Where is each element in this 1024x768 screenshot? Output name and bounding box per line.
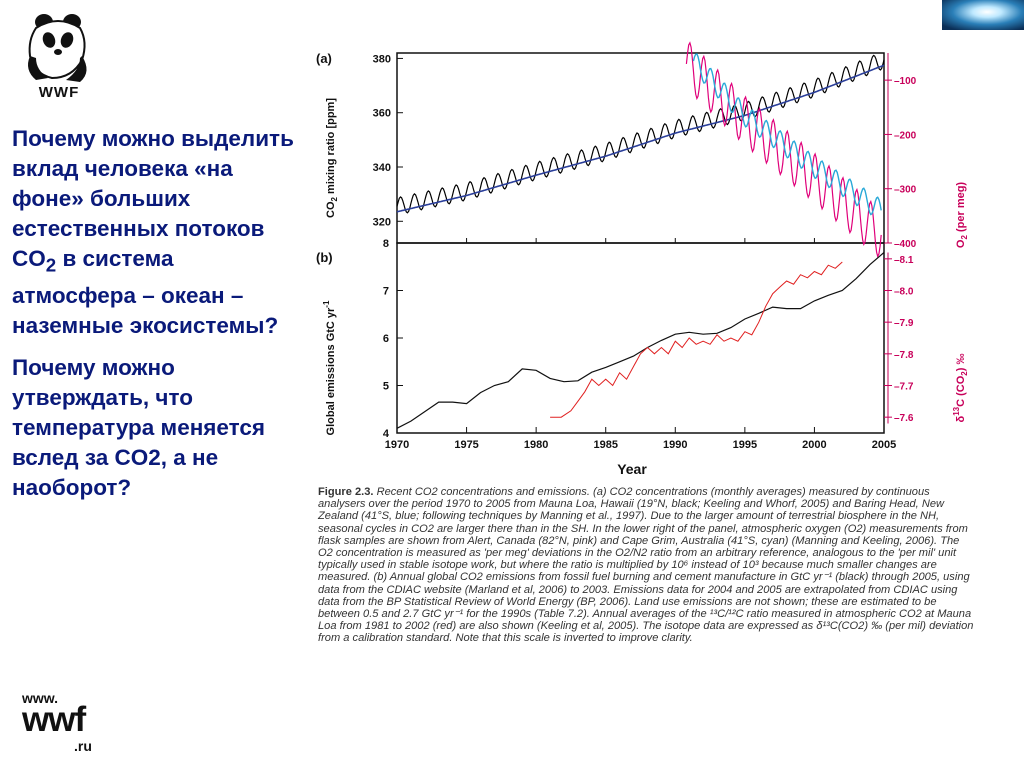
figure-caption: Figure 2.3. Recent CO2 concentrations an… xyxy=(318,486,974,645)
panel-b-ylabel-main: Global emissions GtC yr xyxy=(325,307,337,435)
co2-figure-svg: (a) (b) CO2 mixing ratio [ppm] O2 (per m… xyxy=(316,41,969,477)
panel-a-y2tick-label: –300 xyxy=(894,185,917,196)
chart-plots: 320 340 360 380 –100 –200 –300 –400 4 5 6 7 8 –8.1 –8.… xyxy=(373,41,917,451)
panel-b-y2tick-label: –8.0 xyxy=(894,287,914,298)
corner-glow-icon xyxy=(942,0,1024,30)
panel-a-series-o2_cape_grim xyxy=(692,53,882,216)
panel-b-y2tick-label: –7.9 xyxy=(894,318,914,329)
panel-b-ytick-label: 8 xyxy=(383,238,389,250)
panel-b-xtick-label: 2000 xyxy=(802,439,826,451)
panel-b-ytick-label: 6 xyxy=(383,333,389,345)
question-2: Почему можно утверждать, что температура… xyxy=(12,353,302,503)
panel-a-y2label-sub: 2 xyxy=(960,235,969,240)
caption-figure-number: Figure 2.3. xyxy=(318,486,374,498)
website-logo: www. wwf .ru xyxy=(22,690,112,760)
website-wwf: wwf xyxy=(22,700,86,739)
wwf-logo-text: WWF xyxy=(38,84,80,101)
panel-a-y2tick-label: –200 xyxy=(894,130,917,141)
panel-b-y2tick-label: –7.7 xyxy=(894,382,914,393)
questions-text: Почему можно выделить вклад человека «на… xyxy=(12,124,302,515)
question-1: Почему можно выделить вклад человека «на… xyxy=(12,124,302,341)
panel-a-ylabel: CO2 mixing ratio [ppm] xyxy=(325,98,339,218)
panel-a-series-co2_trend xyxy=(396,64,885,213)
panel-b-xtick-label: 2005 xyxy=(872,439,896,451)
question-1-rest: в система атмосфера – океан – наземные э… xyxy=(12,246,279,338)
panel-a-y2tick-label: –400 xyxy=(894,239,917,250)
panda-icon xyxy=(28,14,87,82)
panel-b-ylabel-sup: -1 xyxy=(322,300,331,308)
corner-decoration xyxy=(942,0,1024,30)
panel-b-y2label-main: C (CO xyxy=(955,375,967,407)
question-1-main: Почему можно выделить вклад человека «на… xyxy=(12,126,294,271)
panel-b-xlabel: Year xyxy=(617,461,647,477)
panel-b-xtick-label: 1985 xyxy=(593,439,617,451)
panel-b-y2tick-label: –7.8 xyxy=(894,350,914,361)
panel-a-ytick-label: 320 xyxy=(373,216,391,228)
question-1-subscript: 2 xyxy=(45,254,57,276)
panel-a-ylabel-rest: mixing ratio [ppm] xyxy=(325,98,337,197)
panel-b-y2tick-label: –7.6 xyxy=(894,413,914,424)
panel-a-ytick-label: 380 xyxy=(373,53,391,65)
panel-b-xtick-label: 1980 xyxy=(524,439,548,451)
wwf-logo: WWF xyxy=(22,12,96,104)
panel-b-ytick-label: 7 xyxy=(383,286,389,298)
panel-a-ylabel-main: CO xyxy=(325,201,337,218)
panel-b-frame xyxy=(396,242,885,434)
panel-b-ytick-label: 4 xyxy=(383,428,390,440)
panel-b-y2tick-label: –8.1 xyxy=(894,255,914,266)
panel-b-xtick-label: 1990 xyxy=(663,439,687,451)
caption-text: Recent CO2 concentrations and emissions.… xyxy=(318,486,974,645)
panel-a-y2label-rest: (per meg) xyxy=(955,182,967,236)
panel-b-y2label: δ13C (CO2) ‰ xyxy=(952,354,969,423)
panel-b-series-delta13c xyxy=(550,261,843,418)
website-ru: .ru xyxy=(74,738,92,754)
panel-b-y2label-rest: ) ‰ xyxy=(955,354,967,372)
panel-b-ylabel: Global emissions GtC yr-1 xyxy=(322,300,337,435)
panel-a-y2label-main: O xyxy=(955,239,967,248)
panel-a-series-o2_alert xyxy=(685,41,882,258)
panel-a-y2tick-label: –100 xyxy=(894,76,917,87)
panel-b-y2label-sup: 13 xyxy=(952,406,961,415)
panel-a-frame xyxy=(396,52,885,244)
panel-a-label: (a) xyxy=(316,51,332,66)
panel-a-y2label: O2 (per meg) xyxy=(955,182,969,249)
panel-b-xtick-label: 1995 xyxy=(733,439,757,451)
panel-b-ytick-label: 5 xyxy=(383,381,389,393)
panel-b-series-emissions xyxy=(396,252,885,429)
question-2-main: Почему можно утверждать, что температура… xyxy=(12,354,266,500)
panel-a-ytick-label: 340 xyxy=(373,162,391,174)
panel-b-y2label-delta: δ xyxy=(955,415,967,422)
panel-a-ytick-label: 360 xyxy=(373,108,391,120)
panel-b-xtick-label: 1975 xyxy=(454,439,478,451)
panel-a-series-co2_monthly xyxy=(396,54,885,214)
panel-b-xtick-label: 1970 xyxy=(385,439,409,451)
panel-b-label: (b) xyxy=(316,250,333,265)
co2-figure: (a) (b) CO2 mixing ratio [ppm] O2 (per m… xyxy=(300,38,990,483)
panel-a-ylabel-sub: 2 xyxy=(330,196,339,201)
panel-b-y2label-sub: 2 xyxy=(960,371,969,376)
website-www: www. xyxy=(22,690,59,706)
